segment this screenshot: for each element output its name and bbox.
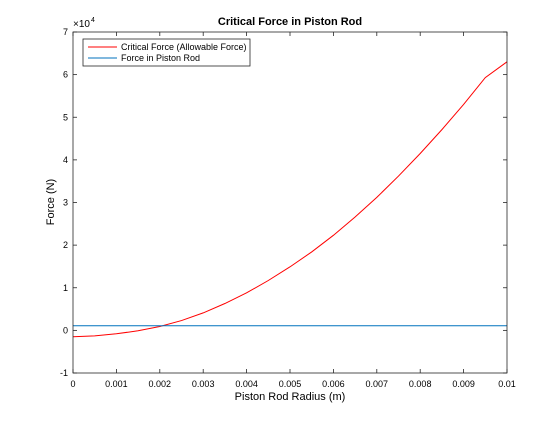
legend-box <box>82 38 251 67</box>
y-tick-label: 0 <box>63 325 68 335</box>
y-axis-label: Force (N) <box>45 179 57 225</box>
exponent-base: ×10 <box>73 19 90 30</box>
plot-background <box>73 32 507 373</box>
chart-title: Critical Force in Piston Rod <box>218 16 362 28</box>
x-tick-label: 0.009 <box>452 379 475 389</box>
y-tick-label: 2 <box>63 240 68 250</box>
x-tick-label: 0.01 <box>498 379 516 389</box>
exponent-power: 4 <box>91 17 95 24</box>
y-tick-label: 4 <box>63 155 68 165</box>
y-axis-exponent: ×10 4 <box>73 17 95 30</box>
y-tick-label: -1 <box>60 368 68 378</box>
series-layer <box>72 61 508 338</box>
y-tick-label: 3 <box>63 198 68 208</box>
x-tick-label: 0.007 <box>366 379 389 389</box>
x-tick-label: 0.001 <box>105 379 128 389</box>
x-tick-label: 0.002 <box>149 379 172 389</box>
series-line-critical-force <box>72 61 508 338</box>
x-tick-label: 0.005 <box>279 379 302 389</box>
y-tick-label: 6 <box>63 70 68 80</box>
x-tick-label: 0.004 <box>235 379 258 389</box>
legend: Critical Force (Allowable Force) Force i… <box>82 38 251 67</box>
y-tick-label: 7 <box>63 27 68 37</box>
legend-label-critical-force: Critical Force (Allowable Force) <box>121 42 247 52</box>
x-tick-label: 0 <box>70 379 75 389</box>
y-tick-label: 1 <box>63 283 68 293</box>
y-tick-label: 5 <box>63 112 68 122</box>
x-tick-label: 0.008 <box>409 379 432 389</box>
x-tick-label: 0.006 <box>322 379 345 389</box>
x-axis-label: Piston Rod Radius (m) <box>235 391 346 403</box>
ticks-layer: 0 0.001 0.002 0.003 0.004 0.005 0.006 0.007 0.00… <box>60 27 516 389</box>
x-tick-label: 0.003 <box>192 379 215 389</box>
legend-label-force-in-rod: Force in Piston Rod <box>121 53 200 63</box>
